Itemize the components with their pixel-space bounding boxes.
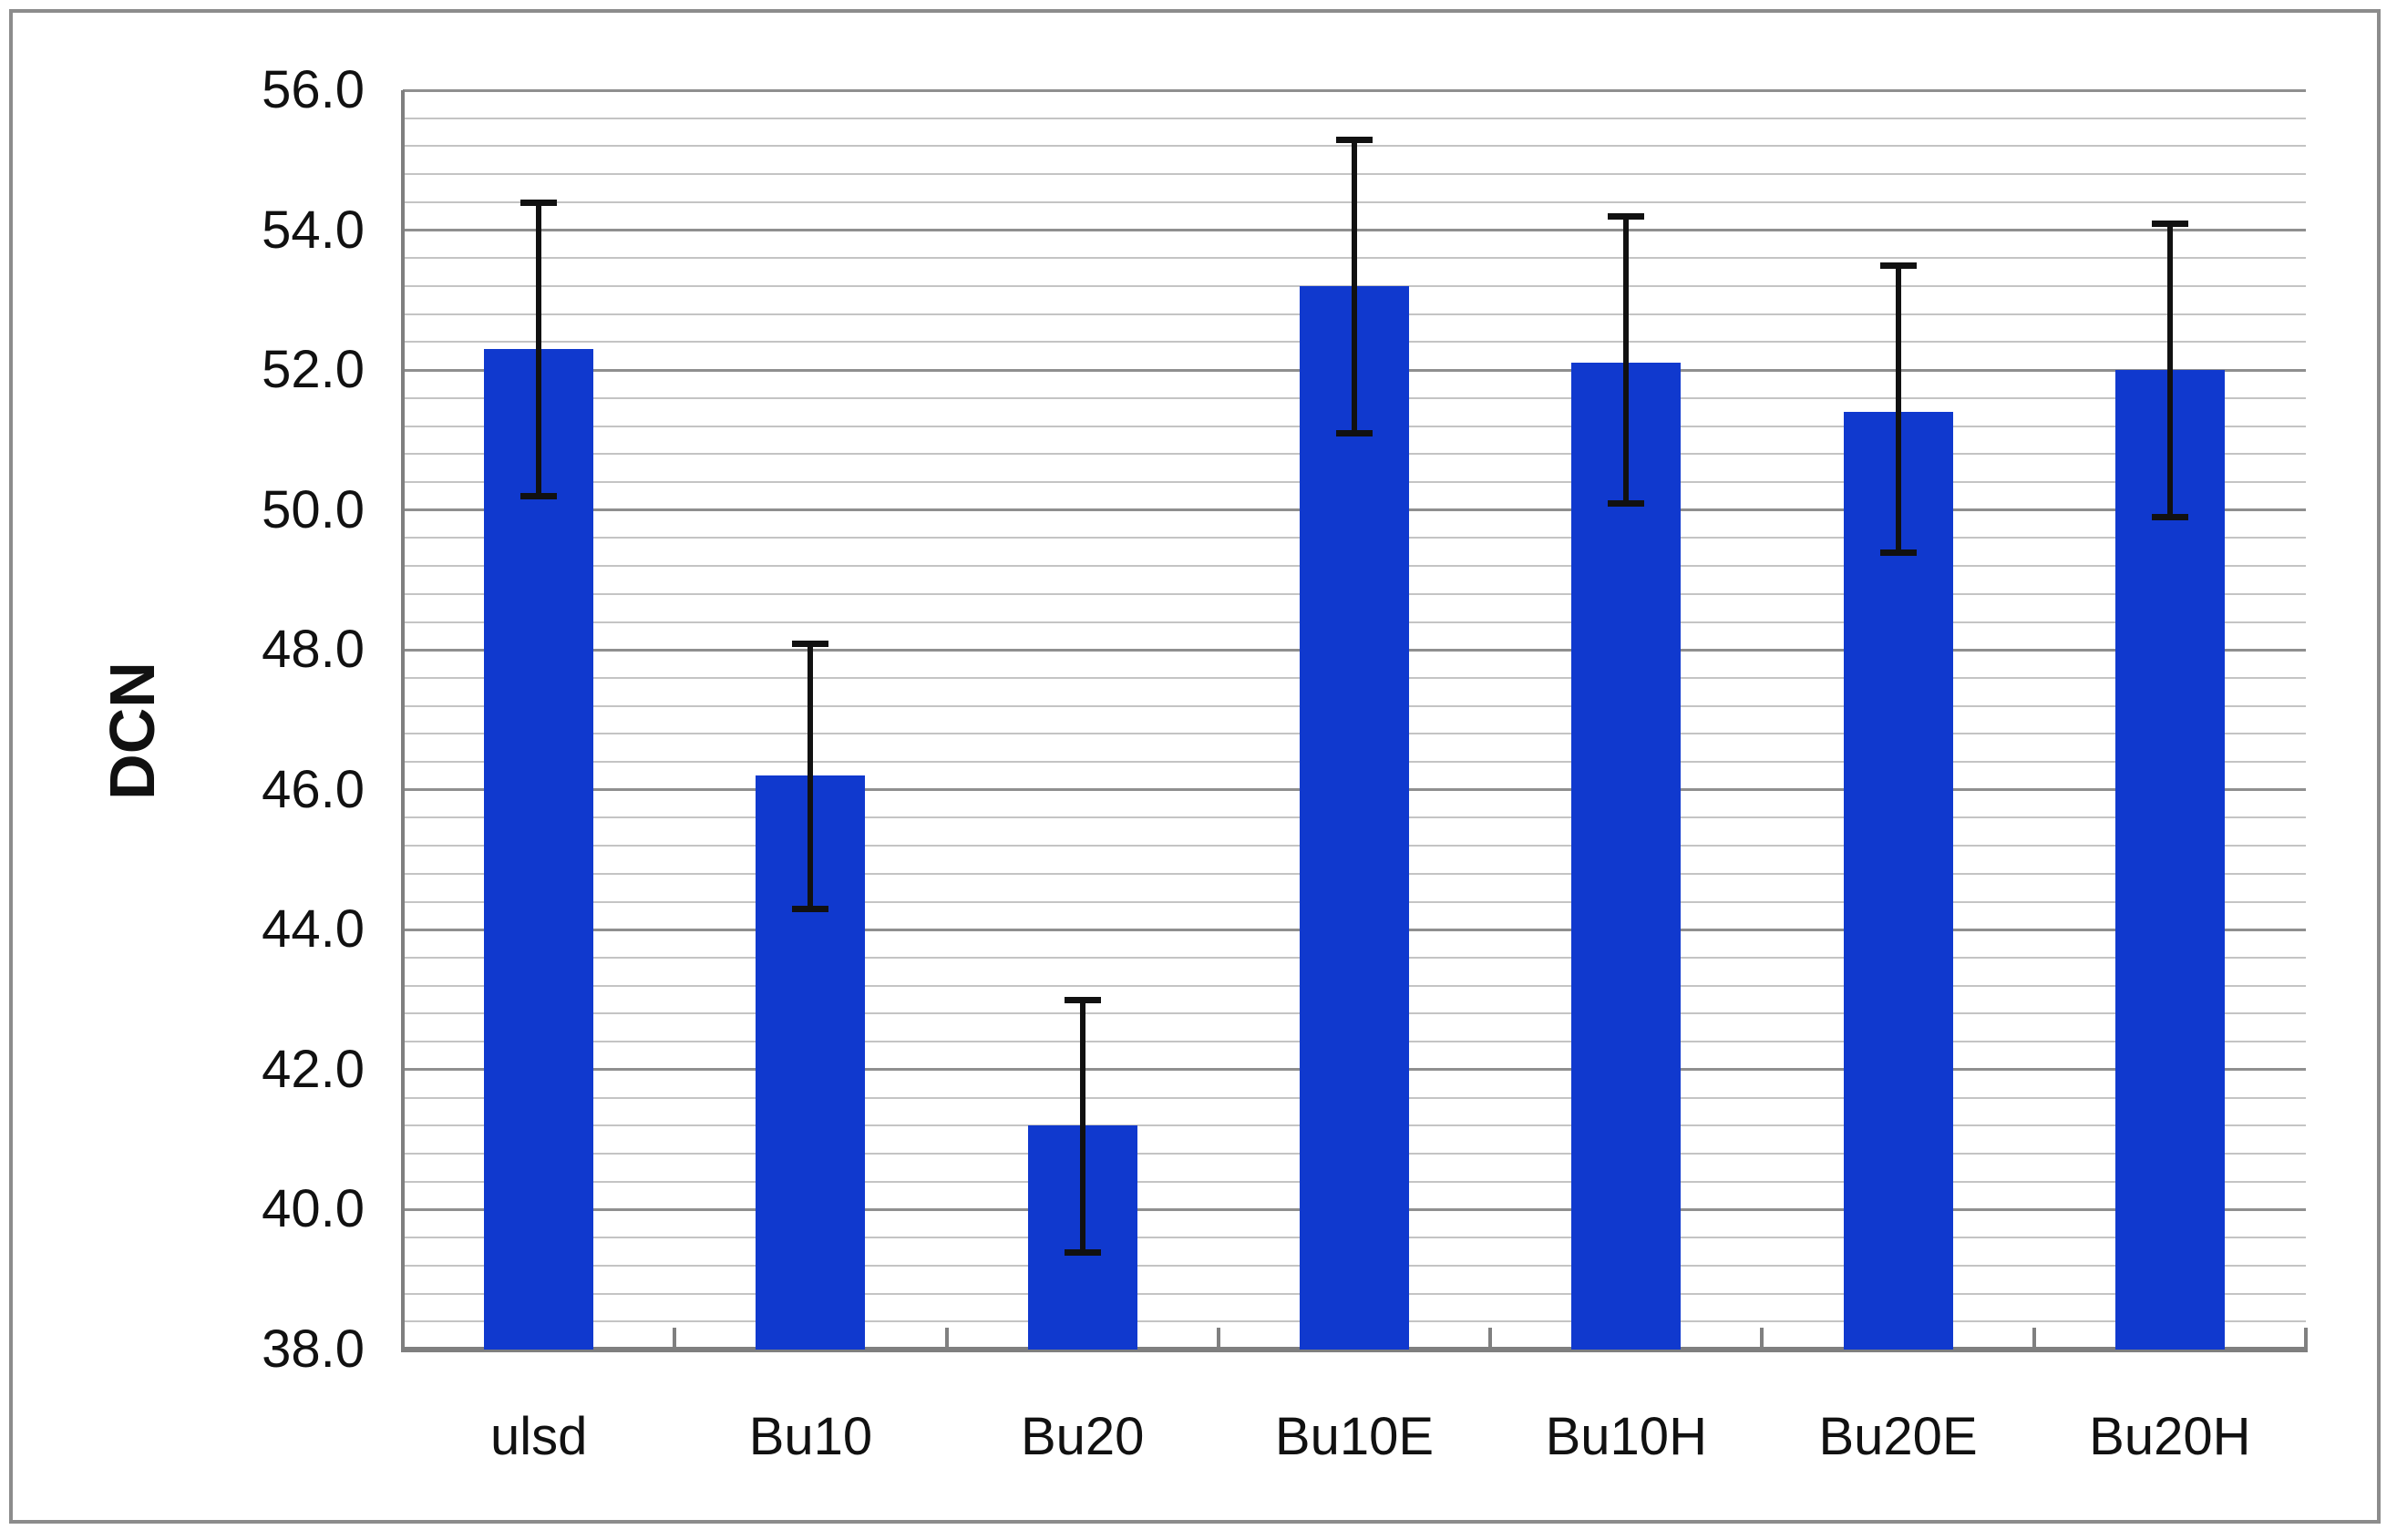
error-bar-cap-bottom-Bu10 (792, 906, 829, 913)
x-tick-label-Bu10: Bu10 (748, 1407, 873, 1466)
x-axis-boundary-tick (1488, 1328, 1493, 1350)
figure-border (9, 9, 2381, 1524)
x-axis-boundary-tick (944, 1328, 949, 1350)
y-tick-label-52.0: 52.0 (262, 340, 365, 400)
error-bar-cap-top-Bu10E (1336, 136, 1373, 143)
y-tick-label-40.0: 40.0 (262, 1179, 365, 1239)
x-axis-boundary-tick (673, 1328, 677, 1350)
x-axis-boundary-tick (2304, 1328, 2308, 1350)
x-tick-label-Bu10H: Bu10H (1545, 1407, 1707, 1466)
error-bar-cap-top-Bu20 (1064, 997, 1101, 1004)
y-tick-label-44.0: 44.0 (262, 899, 365, 960)
error-bar-line-Bu10E (1352, 139, 1357, 434)
bar-ulsd (484, 349, 594, 1350)
error-bar-line-Bu20E (1895, 264, 1901, 552)
x-axis-boundary-tick (1216, 1328, 1220, 1350)
major-gridline (403, 88, 2306, 92)
y-tick-label-50.0: 50.0 (262, 479, 365, 539)
x-axis-boundary-tick (1760, 1328, 1764, 1350)
error-bar-cap-top-Bu20H (2151, 220, 2188, 227)
x-tick-label-ulsd: ulsd (489, 1407, 588, 1466)
error-bar-line-Bu10H (1623, 216, 1630, 503)
error-bar-cap-bottom-Bu10H (1608, 499, 1645, 507)
y-tick-label-38.0: 38.0 (262, 1319, 365, 1379)
x-axis-line (401, 1347, 2308, 1352)
error-bar-cap-bottom-Bu20H (2151, 514, 2188, 521)
y-tick-label-46.0: 46.0 (262, 759, 365, 819)
error-bar-line-Bu10 (808, 642, 814, 909)
error-bar-line-Bu20 (1079, 1000, 1085, 1252)
y-tick-label-48.0: 48.0 (262, 620, 365, 680)
bar-Bu20H (2114, 370, 2225, 1350)
error-bar-cap-bottom-Bu20E (1879, 549, 1917, 556)
y-tick-label-54.0: 54.0 (262, 200, 365, 260)
y-tick-label-56.0: 56.0 (262, 60, 365, 119)
error-bar-line-Bu20H (2166, 222, 2173, 518)
error-bar-cap-bottom-Bu20 (1064, 1248, 1101, 1256)
y-axis-line (401, 90, 405, 1350)
error-bar-cap-bottom-ulsd (520, 493, 558, 500)
error-bar-cap-bottom-Bu10E (1336, 430, 1373, 437)
error-bar-cap-top-Bu10H (1608, 213, 1645, 221)
x-tick-label-Bu20: Bu20 (1020, 1407, 1145, 1466)
error-bar-line-ulsd (536, 201, 542, 497)
error-bar-cap-top-Bu20E (1879, 262, 1917, 269)
x-tick-label-Bu20H: Bu20H (2089, 1407, 2251, 1466)
y-tick-label-42.0: 42.0 (262, 1039, 365, 1099)
minor-gridline (403, 117, 2306, 119)
bar-Bu10H (1571, 363, 1682, 1350)
bar-Bu10E (1300, 285, 1409, 1350)
x-axis-boundary-tick (2032, 1328, 2036, 1350)
x-tick-label-Bu20E: Bu20E (1818, 1407, 1978, 1466)
x-tick-label-Bu10E: Bu10E (1274, 1407, 1435, 1466)
error-bar-cap-top-Bu10 (792, 640, 829, 647)
bar-Bu20E (1843, 412, 1953, 1350)
error-bar-cap-top-ulsd (520, 199, 558, 206)
